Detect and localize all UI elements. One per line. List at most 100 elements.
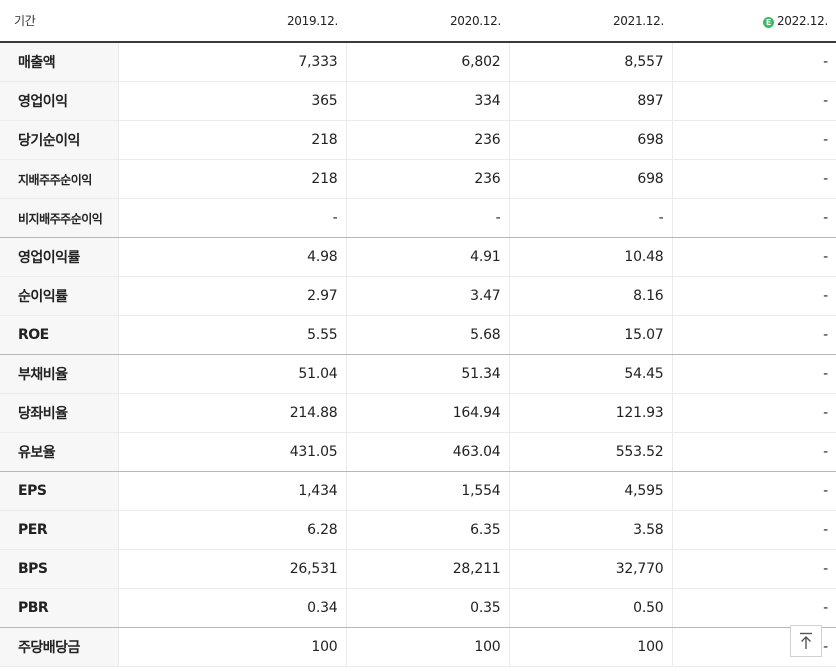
table-cell: 51.34: [345, 354, 509, 394]
table-cell: 121.93: [508, 393, 672, 433]
table-cell: 164.94: [345, 393, 509, 433]
row-label: 주당배당금: [0, 627, 118, 667]
row-label: 매출액: [0, 42, 118, 82]
table-cell: 698: [508, 159, 672, 199]
table-cell: 0.34: [117, 588, 346, 628]
table-cell: -: [671, 237, 836, 277]
row-label: 비지배주주순이익: [0, 198, 118, 238]
table-cell: 4.91: [345, 237, 509, 277]
table-cell: 236: [345, 159, 509, 199]
table-cell: 32,770: [508, 549, 672, 589]
row-label: BPS: [0, 549, 118, 589]
table-row: ROE 5.55 5.68 15.07 -: [0, 315, 836, 355]
table-row: 순이익률 2.97 3.47 8.16 -: [0, 276, 836, 316]
table-cell: 334: [345, 81, 509, 121]
table-row: 영업이익률 4.98 4.91 10.48 -: [0, 237, 836, 277]
table-cell: 6.35: [345, 510, 509, 550]
table-cell: -: [508, 198, 672, 238]
table-cell: 236: [345, 120, 509, 160]
table-row: PBR 0.34 0.35 0.50 -: [0, 588, 836, 628]
table-cell: 5.68: [345, 315, 509, 355]
row-label: 유보율: [0, 432, 118, 472]
table-cell: 553.52: [508, 432, 672, 472]
table-cell: 5.55: [117, 315, 346, 355]
table-cell: -: [671, 120, 836, 160]
table-row: 매출액 7,333 6,802 8,557 -: [0, 42, 836, 82]
table-row: PER 6.28 6.35 3.58 -: [0, 510, 836, 550]
row-label: 지배주주순이익: [0, 159, 118, 199]
table-cell: 463.04: [345, 432, 509, 472]
table-cell: 897: [508, 81, 672, 121]
row-label: PER: [0, 510, 118, 550]
table-cell: -: [671, 393, 836, 433]
table-cell: 6,802: [345, 42, 509, 82]
table-row: 주당배당금 100 100 100 -: [0, 627, 836, 667]
table-cell: 100: [345, 627, 509, 667]
table-cell: 3.47: [345, 276, 509, 316]
table-cell: 54.45: [508, 354, 672, 394]
period-header-2021: 2021.12.: [509, 0, 672, 43]
table-cell: -: [671, 42, 836, 82]
table-cell: -: [671, 354, 836, 394]
table-cell: 10.48: [508, 237, 672, 277]
table-cell: 365: [117, 81, 346, 121]
table-row: 당기순이익 218 236 698 -: [0, 120, 836, 160]
table-cell: -: [671, 432, 836, 472]
table-cell: 6.28: [117, 510, 346, 550]
period-header-2019: 2019.12.: [118, 0, 346, 43]
table-cell: 4,595: [508, 471, 672, 511]
table-cell: -: [671, 159, 836, 199]
period-header-label: 기간: [0, 0, 118, 43]
table-cell: -: [671, 588, 836, 628]
table-cell: 100: [117, 627, 346, 667]
table-row: EPS 1,434 1,554 4,595 -: [0, 471, 836, 511]
table-cell: 26,531: [117, 549, 346, 589]
table-cell: 214.88: [117, 393, 346, 433]
table-cell: -: [671, 549, 836, 589]
table-row: 비지배주주순이익 - - - -: [0, 198, 836, 238]
table-cell: -: [671, 198, 836, 238]
row-label: ROE: [0, 315, 118, 355]
table-cell: 8,557: [508, 42, 672, 82]
table-row: 영업이익 365 334 897 -: [0, 81, 836, 121]
table-cell: 15.07: [508, 315, 672, 355]
table-cell: -: [671, 471, 836, 511]
table-cell: 431.05: [117, 432, 346, 472]
estimate-badge-icon: E: [762, 16, 774, 28]
table-cell: 7,333: [117, 42, 346, 82]
table-cell: -: [117, 198, 346, 238]
row-label: 영업이익: [0, 81, 118, 121]
row-label: 순이익률: [0, 276, 118, 316]
scroll-to-top-button[interactable]: [790, 625, 822, 657]
table-cell: 0.50: [508, 588, 672, 628]
table-cell: -: [671, 276, 836, 316]
table-cell: 28,211: [345, 549, 509, 589]
table-cell: 51.04: [117, 354, 346, 394]
table-cell: 2.97: [117, 276, 346, 316]
period-header-2022-estimate: E 2022.12.: [672, 0, 836, 43]
table-cell: 4.98: [117, 237, 346, 277]
table-cell: 218: [117, 159, 346, 199]
table-cell: 218: [117, 120, 346, 160]
table-cell: 100: [508, 627, 672, 667]
row-label: 영업이익률: [0, 237, 118, 277]
table-cell: 8.16: [508, 276, 672, 316]
row-label: 부채비율: [0, 354, 118, 394]
period-header-2022-label: 2022.12.: [776, 13, 828, 28]
row-label: 당좌비율: [0, 393, 118, 433]
table-cell: -: [671, 510, 836, 550]
table-cell: 0.35: [345, 588, 509, 628]
table-cell: -: [671, 315, 836, 355]
table-cell: -: [345, 198, 509, 238]
table-row: 유보율 431.05 463.04 553.52 -: [0, 432, 836, 472]
table-cell: 3.58: [508, 510, 672, 550]
table-cell: 1,434: [117, 471, 346, 511]
row-label: 당기순이익: [0, 120, 118, 160]
table-row: 부채비율 51.04 51.34 54.45 -: [0, 354, 836, 394]
table-cell: -: [671, 81, 836, 121]
table-row: 지배주주순이익 218 236 698 -: [0, 159, 836, 199]
table-row: 당좌비율 214.88 164.94 121.93 -: [0, 393, 836, 433]
table-cell: 1,554: [345, 471, 509, 511]
header-row: 기간 2019.12. 2020.12. 2021.12. E 2022.12.: [0, 0, 836, 43]
